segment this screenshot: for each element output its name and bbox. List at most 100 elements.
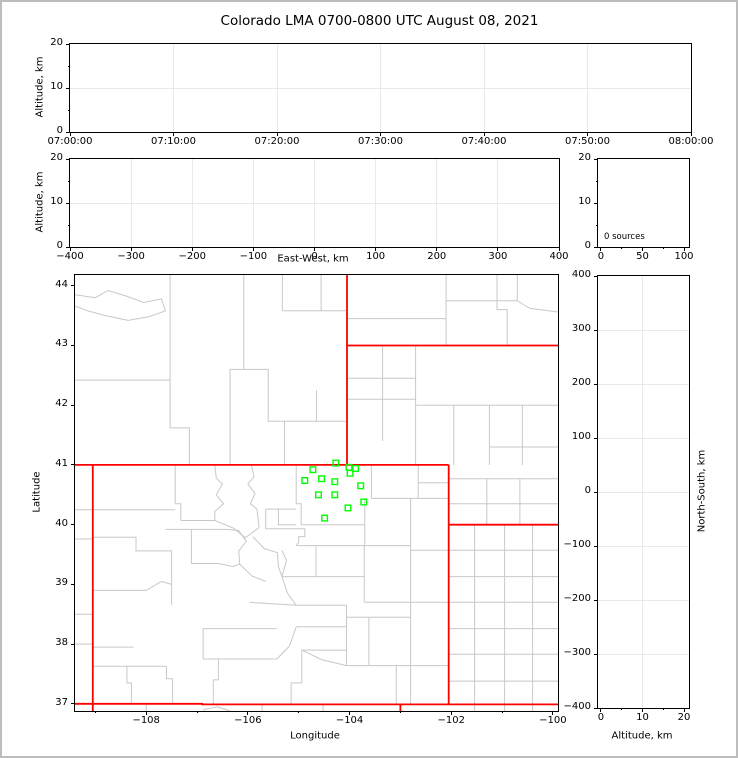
y-tick-mark <box>594 491 598 493</box>
y-tick-label: 43 <box>55 338 68 350</box>
colorado-map-canvas <box>75 275 558 711</box>
x-tick-label: 0 <box>597 251 605 262</box>
lma-station-marker <box>321 514 329 522</box>
county-boundary-line <box>265 509 297 530</box>
x-tick-mark <box>191 247 193 251</box>
y-tick-mark <box>71 404 75 406</box>
lma-station-marker <box>331 478 339 486</box>
y-minor-tick <box>68 109 70 111</box>
x-tick-label: −200 <box>178 251 206 262</box>
county-boundary-line <box>281 550 297 606</box>
lma-station-marker <box>360 498 368 506</box>
x-minor-tick <box>662 247 664 249</box>
y-tick-mark <box>66 87 70 89</box>
y-tick-mark <box>71 643 75 645</box>
panel-altitude-histogram: 0 sources 0 50 100 0 10 20 <box>578 152 693 262</box>
state-border-line <box>75 702 558 706</box>
lma-station-marker <box>331 491 339 499</box>
lma-station-marker <box>309 466 317 474</box>
chart-title: Colorado LMA 0700-0800 UTC August 08, 20… <box>220 13 539 29</box>
gridline-y <box>598 545 689 547</box>
county-boundary-line <box>229 275 245 465</box>
x-tick-label: 300 <box>488 251 508 262</box>
x-tick-label: 50 <box>636 251 649 262</box>
y-tick-mark <box>71 703 75 705</box>
axis-label-altitude-top: Altitude, km <box>34 56 46 118</box>
x-tick-mark <box>130 247 132 251</box>
x-minor-tick <box>501 711 503 713</box>
x-tick-mark <box>145 711 147 715</box>
x-tick-label: −104 <box>335 715 364 726</box>
y-tick-mark <box>594 202 598 204</box>
x-tick-mark <box>173 132 174 136</box>
lma-station-marker <box>352 464 360 472</box>
county-boundary-line <box>166 666 174 705</box>
panel-plan-view-map: −108 −106 −104 −102 −100 37 38 39 40 41 42 43 44 <box>55 274 567 726</box>
lma-station-marker <box>357 482 365 490</box>
x-tick-mark <box>69 247 71 251</box>
y-tick-label: −100 <box>563 539 591 550</box>
lma-station-marker <box>318 475 326 483</box>
y-tick-label: 41 <box>55 457 68 469</box>
x-tick-mark <box>600 247 602 251</box>
y-tick-label: −400 <box>563 701 591 712</box>
y-tick-label: 37 <box>55 696 68 708</box>
x-tick-mark <box>483 132 485 136</box>
x-tick-mark <box>552 711 554 715</box>
gridline-y <box>598 383 689 385</box>
y-tick-mark <box>594 158 598 160</box>
y-tick-label: 300 <box>571 323 591 334</box>
y-minor-tick <box>68 180 70 182</box>
x-tick-mark <box>587 132 588 136</box>
panel-eastwest-height: −400 −300 −200 −100 0 100 200 300 400 0 10 20 <box>50 152 568 262</box>
lma-station-marker <box>314 491 322 499</box>
x-tick-label: 0 <box>311 251 318 262</box>
y-tick-mark <box>66 43 70 45</box>
y-tick-mark <box>594 329 598 331</box>
gridline-y <box>598 329 689 331</box>
y-tick-mark <box>66 202 70 204</box>
x-tick-mark <box>436 247 438 251</box>
lma-station-marker <box>346 469 354 477</box>
x-tick-mark <box>690 132 692 136</box>
x-minor-tick <box>621 708 623 710</box>
y-tick-mark <box>66 246 70 248</box>
county-boundary-line <box>212 659 219 705</box>
y-tick-mark <box>71 524 75 526</box>
panel-time-height: 07:00:00 07:10:00 07:20:00 07:30:00 07:40:00… <box>48 37 714 147</box>
y-tick-mark <box>594 275 598 277</box>
x-tick-mark <box>558 247 560 251</box>
county-boundary-line <box>202 706 231 711</box>
county-boundary-line <box>92 580 172 591</box>
county-boundary-line <box>225 528 266 582</box>
y-tick-mark <box>594 599 598 601</box>
county-boundary-line <box>190 529 219 564</box>
county-boundary-line <box>295 464 302 525</box>
axis-label-altitude-right: Altitude, km <box>611 730 673 742</box>
county-boundary-line <box>301 649 347 667</box>
gridline-y <box>598 599 689 601</box>
axis-label-east-west: East-West, km <box>277 253 349 265</box>
county-boundary-line <box>243 368 347 422</box>
x-tick-label: 07:10:00 <box>151 136 196 147</box>
x-minor-tick <box>196 711 198 713</box>
y-tick-mark <box>594 437 598 439</box>
x-tick-label: 07:30:00 <box>358 136 403 147</box>
x-tick-mark <box>497 247 499 251</box>
county-boundary-line <box>169 380 190 465</box>
axis-label-latitude: Latitude <box>31 471 43 513</box>
county-boundary-line <box>276 626 297 660</box>
x-tick-label: −300 <box>117 251 145 262</box>
x-minor-tick <box>621 247 623 249</box>
x-tick-mark <box>252 247 254 251</box>
y-tick-mark <box>66 131 70 133</box>
county-boundary-line <box>214 509 260 539</box>
county-boundary-line <box>174 464 182 521</box>
x-tick-label: −108 <box>132 715 160 726</box>
x-tick-mark <box>69 132 71 136</box>
x-tick-label: −100 <box>239 251 268 262</box>
y-tick-label: 20 <box>50 37 63 48</box>
y-tick-label: 10 <box>50 196 63 207</box>
county-boundary-line <box>75 289 167 321</box>
x-tick-mark <box>600 708 602 712</box>
